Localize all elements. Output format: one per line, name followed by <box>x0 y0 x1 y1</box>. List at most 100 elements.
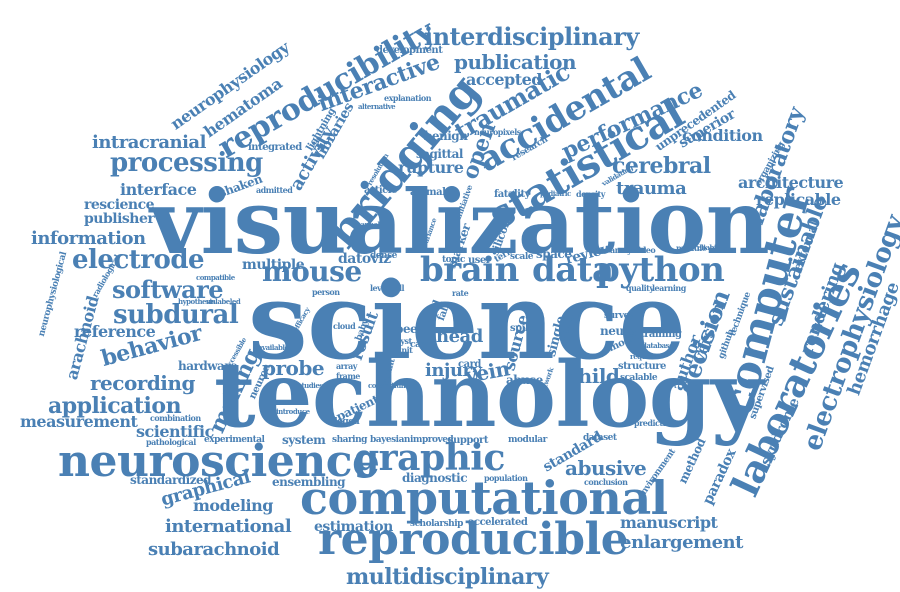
word-quality: quality <box>626 283 654 293</box>
word-neuroscience: neuroscience <box>58 436 380 487</box>
word-support: support <box>448 435 488 446</box>
word-rate: rate <box>452 288 469 298</box>
word-explanation: explanation <box>384 93 432 103</box>
word-neurophysiological: neurophysiological <box>36 251 70 338</box>
word-modular: modular <box>508 435 547 445</box>
word-cerebral: cerebral <box>612 153 711 179</box>
word-replicable: replicable <box>756 190 841 209</box>
word-rupture: rupture <box>398 158 464 177</box>
word-technology: technology <box>214 342 763 448</box>
word-frame: frame <box>336 371 360 381</box>
word-electrode: electrode <box>72 245 205 275</box>
word-standardized: standardized <box>130 473 212 487</box>
word-experimental: experimental <box>204 435 265 445</box>
word-combination: combination <box>150 413 201 423</box>
word-cyst: cyst <box>396 336 412 346</box>
word-case: case <box>410 340 431 350</box>
word-prediction: prediction <box>634 418 676 428</box>
word-hardware: hardware <box>178 359 238 373</box>
word-measurement: measurement <box>20 412 138 431</box>
word-pediatric: pediatric <box>540 189 571 198</box>
word-estimation: estimation <box>314 519 393 535</box>
word-subarachnoid: subarachnoid <box>148 539 280 560</box>
word-graphic: graphic <box>354 437 505 479</box>
word-interface: interface <box>120 180 197 199</box>
word-publisher: publisher <box>84 211 155 227</box>
word-bayesian: bayesian <box>370 435 410 445</box>
word-child: child <box>566 364 620 388</box>
word-dense: dense <box>370 251 397 261</box>
word-architecture: architecture <box>738 173 844 192</box>
word-probe: probe <box>262 356 325 380</box>
word-rescience: rescience <box>84 197 155 213</box>
word-reproducible: reproducible <box>318 514 629 565</box>
word-user: user <box>468 255 491 266</box>
word-neuropixels: neuropixels <box>474 127 521 137</box>
word-international: international <box>165 516 292 537</box>
word-abusive: abusive <box>565 456 647 480</box>
word-array: array <box>336 361 357 371</box>
word-alleged: alleged <box>326 417 360 427</box>
word-integrated: integrated <box>248 142 302 153</box>
word-survey: survey <box>604 311 634 321</box>
word-datoviz: datoviz <box>338 251 391 267</box>
word-cloud: cloud <box>333 321 356 331</box>
word-hypothesis: hypothesis <box>178 297 216 306</box>
word-software: software <box>112 275 224 304</box>
word-admitted: admitted <box>256 185 293 195</box>
word-available: available <box>258 343 289 352</box>
word-subdural: subdural <box>113 300 239 330</box>
word-injury: injury <box>425 360 482 381</box>
word-topic: topic <box>442 255 465 265</box>
word-science: science <box>248 258 686 383</box>
word-person: person <box>312 287 340 297</box>
word-dataset: dataset <box>583 433 617 443</box>
word-module: module <box>676 243 707 253</box>
word-head: head <box>436 326 483 347</box>
word-alternative: alternative <box>358 102 396 111</box>
word-information: information <box>31 228 146 249</box>
word-scientific: scientific <box>136 422 214 441</box>
word-data: data <box>532 250 614 290</box>
word-video: video <box>634 245 656 255</box>
word-processing: processing <box>110 148 263 178</box>
word-ensembling: ensembling <box>272 475 346 489</box>
word-multiple: multiple <box>242 257 305 273</box>
word-application: application <box>48 393 182 419</box>
word-intracranial: intracranial <box>92 132 206 153</box>
word-manuscript: manuscript <box>620 513 718 532</box>
word-accepted: accepted <box>466 70 542 89</box>
word-training: training <box>640 329 682 340</box>
word-publication: publication <box>454 50 577 74</box>
word-scale: scale <box>510 252 534 262</box>
word-recording: recording <box>90 371 195 395</box>
word-sagittal: sagittal <box>416 147 463 161</box>
word-scalable: scalable <box>620 373 658 383</box>
word-article: article <box>364 185 397 196</box>
word-abuse: abuse <box>506 373 543 387</box>
word-sharing: sharing <box>332 435 367 445</box>
word-database: database <box>642 341 674 350</box>
word-analyse: analyse <box>610 245 640 255</box>
word-compatible: compatible <box>196 273 235 282</box>
word-require: require <box>630 352 656 361</box>
word-multidisciplinary: multidisciplinary <box>346 564 549 590</box>
word-fatality: fatality <box>494 189 530 200</box>
word-reference: reference <box>74 322 156 341</box>
word-trauma: trauma <box>616 178 687 199</box>
word-unlabeled: unlabeled <box>206 297 241 306</box>
word-animal: animal <box>410 187 446 198</box>
word-system: system <box>282 433 326 447</box>
word-density: density <box>576 189 605 199</box>
word-channel: channel <box>352 220 380 229</box>
word-reliability: reliability <box>694 243 727 252</box>
word-level: level <box>370 283 389 293</box>
word-computational: computational <box>300 471 668 525</box>
word-diagnostic: diagnostic <box>402 471 468 485</box>
word-condition: condition <box>682 126 763 145</box>
word-studies: studies <box>298 381 323 390</box>
word-space: space <box>536 247 572 261</box>
word-neural: neural <box>600 324 641 338</box>
word-cell: cell <box>390 283 405 293</box>
